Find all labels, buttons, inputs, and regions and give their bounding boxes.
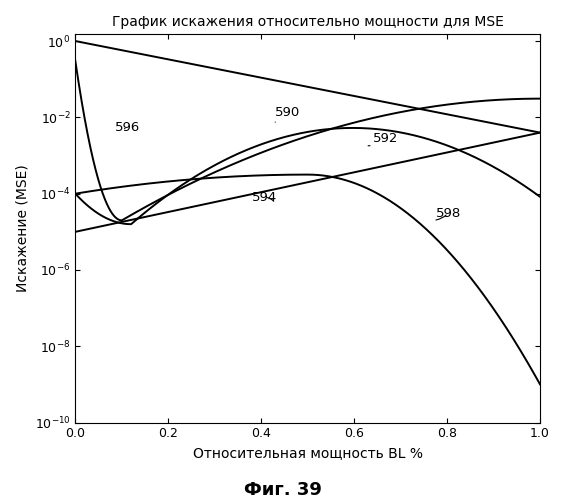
Text: 598: 598 — [436, 206, 460, 220]
Title: График искажения относительно мощности для MSE: График искажения относительно мощности д… — [112, 15, 503, 29]
Text: Фиг. 39: Фиг. 39 — [244, 481, 321, 499]
Text: 590: 590 — [275, 106, 301, 122]
Y-axis label: Искажение (MSE): Искажение (MSE) — [15, 164, 29, 292]
Text: 592: 592 — [368, 132, 398, 146]
X-axis label: Относительная мощность BL %: Относительная мощность BL % — [193, 446, 423, 460]
Text: 594: 594 — [252, 191, 277, 204]
Text: 596: 596 — [115, 120, 140, 134]
